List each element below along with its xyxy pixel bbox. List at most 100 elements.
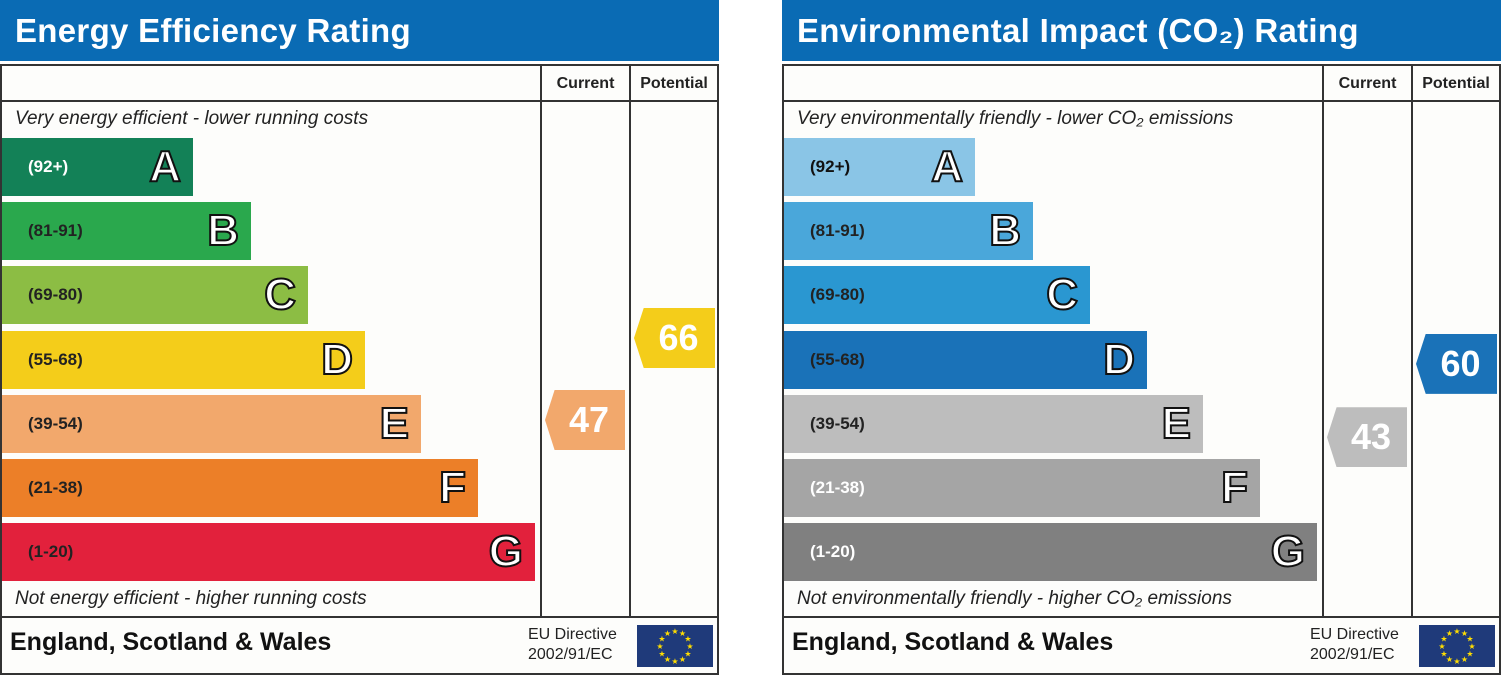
current-rating-arrow: 47	[545, 390, 625, 450]
band-range: (81-91)	[28, 221, 83, 240]
band-letter: B	[988, 205, 1022, 256]
header-divider	[0, 100, 719, 102]
band-e: (39-54) E	[2, 395, 421, 453]
band-letter: F	[438, 462, 467, 513]
svg-text:★: ★	[1446, 629, 1453, 638]
band-e: (39-54) E	[784, 395, 1203, 453]
current-column-divider	[1322, 64, 1324, 618]
band-b: (81-91) B	[784, 202, 1033, 260]
svg-text:★: ★	[686, 642, 693, 651]
svg-text:★: ★	[1466, 635, 1473, 644]
band-letter: G	[1270, 526, 1306, 577]
band-g: (1-20) G	[2, 523, 535, 581]
svg-text:★: ★	[658, 650, 665, 659]
svg-text:★: ★	[1446, 655, 1453, 664]
eu-flag-icon: ★ ★ ★ ★ ★ ★ ★ ★ ★ ★ ★ ★	[637, 625, 713, 667]
band-letter: E	[379, 398, 410, 449]
band-letter: A	[930, 141, 964, 192]
svg-text:★: ★	[1461, 655, 1468, 664]
svg-text:★: ★	[1453, 627, 1460, 636]
band-range: (81-91)	[810, 221, 865, 240]
eu-directive: EU Directive 2002/91/EC	[1310, 625, 1399, 665]
band-f: (21-38) F	[784, 459, 1260, 517]
eu-directive-line2: 2002/91/EC	[528, 646, 613, 663]
footer-divider	[782, 616, 1501, 618]
band-range: (1-20)	[810, 542, 856, 561]
svg-text:★: ★	[658, 635, 665, 644]
band-d: (55-68) D	[2, 331, 365, 389]
footer-divider	[0, 616, 719, 618]
top-note: Very energy efficient - lower running co…	[15, 108, 369, 129]
potential-rating-arrow: 60	[1416, 333, 1497, 394]
footer-region: England, Scotland & Wales	[10, 628, 332, 656]
svg-text:★: ★	[1468, 642, 1475, 651]
svg-text:★: ★	[679, 655, 686, 664]
potential-column-header: Potential	[640, 75, 708, 92]
band-letter: A	[148, 141, 182, 192]
eu-directive-line2: 2002/91/EC	[1310, 646, 1395, 663]
band-letter: D	[320, 334, 354, 385]
svg-text:★: ★	[671, 657, 678, 666]
band-range: (69-80)	[810, 285, 865, 304]
bottom-note: Not environmentally friendly - higher CO…	[797, 588, 1232, 609]
band-b: (81-91) B	[2, 202, 251, 260]
band-letter: E	[1161, 398, 1192, 449]
band-letter: D	[1102, 334, 1136, 385]
svg-text:★: ★	[679, 629, 686, 638]
band-letter: F	[1220, 462, 1249, 513]
band-c: (69-80) C	[2, 266, 308, 324]
band-range: (55-68)	[28, 350, 83, 369]
svg-text:★: ★	[1461, 629, 1468, 638]
band-range: (39-54)	[28, 414, 83, 433]
band-range: (55-68)	[810, 350, 865, 369]
current-rating-arrow: 43	[1327, 407, 1407, 468]
eu-directive-line1: EU Directive	[1310, 626, 1399, 643]
svg-text:★: ★	[664, 655, 671, 664]
svg-text:★: ★	[1438, 642, 1445, 651]
eu-directive: EU Directive 2002/91/EC	[528, 625, 617, 665]
band-range: (92+)	[28, 157, 69, 176]
current-column-divider	[540, 64, 542, 618]
svg-text:★: ★	[671, 627, 678, 636]
band-a: (92+) A	[784, 138, 975, 196]
band-f: (21-38) F	[2, 459, 478, 517]
svg-text:★: ★	[656, 642, 663, 651]
energy-efficiency-panel: Energy Efficiency Rating Current Potential…	[0, 0, 719, 675]
potential-column-divider	[629, 64, 631, 618]
band-letter: G	[488, 526, 524, 577]
potential-rating-arrow: 66	[634, 308, 715, 368]
band-c: (69-80) C	[784, 266, 1090, 324]
current-column-header: Current	[1338, 75, 1397, 92]
footer-region: England, Scotland & Wales	[792, 628, 1114, 656]
band-g: (1-20) G	[784, 523, 1317, 581]
environmental-impact-panel: Environmental Impact (CO₂) Rating Current…	[782, 0, 1501, 675]
current-column-header: Current	[556, 75, 615, 92]
band-a: (92+) A	[2, 138, 193, 196]
bottom-note: Not energy efficient - higher running co…	[15, 588, 367, 609]
svg-text:★: ★	[1440, 635, 1447, 644]
band-range: (1-20)	[28, 542, 74, 561]
svg-text:★: ★	[684, 650, 691, 659]
band-d: (55-68) D	[784, 331, 1147, 389]
potential-column-header: Potential	[1422, 75, 1490, 92]
band-letter: C	[263, 269, 297, 320]
eu-directive-line1: EU Directive	[528, 626, 617, 643]
band-range: (21-38)	[810, 478, 865, 497]
svg-text:★: ★	[664, 629, 671, 638]
chart-title: Energy Efficiency Rating	[0, 0, 719, 61]
band-letter: B	[206, 205, 240, 256]
svg-text:★: ★	[684, 635, 691, 644]
band-range: (21-38)	[28, 478, 83, 497]
svg-text:★: ★	[1466, 650, 1473, 659]
band-range: (39-54)	[810, 414, 865, 433]
band-range: (92+)	[810, 157, 851, 176]
header-divider	[782, 100, 1501, 102]
svg-text:★: ★	[1440, 650, 1447, 659]
chart-title: Environmental Impact (CO₂) Rating	[782, 0, 1501, 61]
svg-text:★: ★	[1453, 657, 1460, 666]
eu-flag-icon: ★ ★ ★ ★ ★ ★ ★ ★ ★ ★ ★ ★	[1419, 625, 1495, 667]
band-letter: C	[1045, 269, 1079, 320]
band-range: (69-80)	[28, 285, 83, 304]
potential-column-divider	[1411, 64, 1413, 618]
top-note: Very environmentally friendly - lower CO…	[797, 108, 1234, 129]
